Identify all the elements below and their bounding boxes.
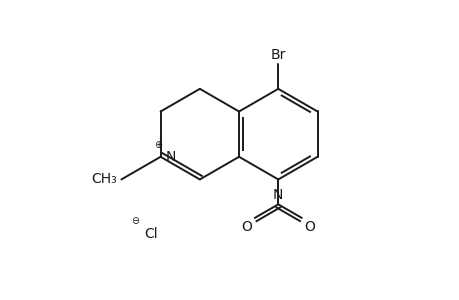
Text: O: O [303, 220, 314, 234]
Text: N: N [166, 150, 176, 164]
Text: ⊖: ⊖ [131, 216, 140, 226]
Text: CH₃: CH₃ [91, 172, 117, 186]
Text: Br: Br [270, 48, 285, 62]
Text: Cl: Cl [145, 227, 158, 241]
Text: N: N [273, 188, 283, 202]
Text: O: O [241, 220, 252, 234]
Text: ⊕: ⊕ [154, 140, 162, 151]
